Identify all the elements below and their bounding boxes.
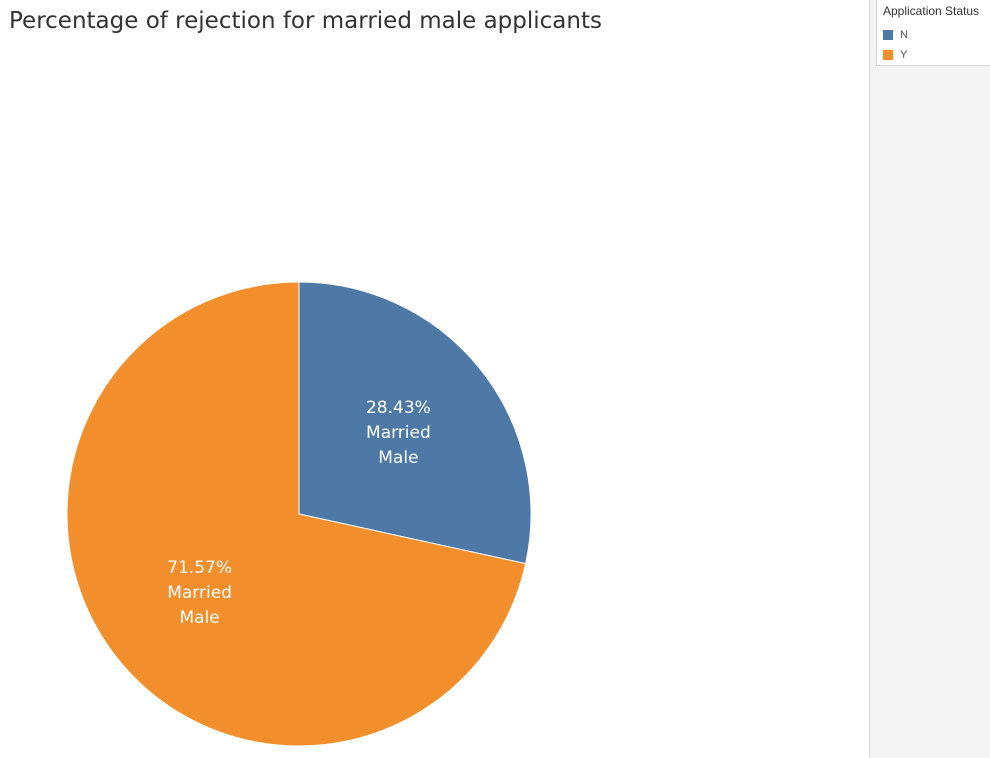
pie-chart: 28.43% Married Male 71.57% Married Male <box>66 281 532 747</box>
legend-item-y[interactable]: Y <box>883 48 907 62</box>
slice-label-y: 71.57% Married Male <box>167 558 232 628</box>
legend-swatch-n <box>883 30 893 40</box>
legend-title: Application Status <box>883 4 980 18</box>
legend[interactable]: Application Status N Y <box>876 0 990 66</box>
pie-slice-y[interactable] <box>66 281 527 747</box>
legend-label-y: Y <box>900 49 908 61</box>
legend-label-n: N <box>900 29 908 41</box>
legend-swatch-y <box>883 50 893 60</box>
chart-title: Percentage of rejection for married male… <box>9 8 602 34</box>
slice-label-n: 28.43% Married Male <box>366 398 431 468</box>
pie-slice-n[interactable] <box>298 281 532 565</box>
side-panel <box>869 0 990 758</box>
pie-slices <box>66 281 532 747</box>
legend-item-n[interactable]: N <box>883 28 908 42</box>
pie-labels: 28.43% Married Male 71.57% Married Male <box>167 398 431 628</box>
